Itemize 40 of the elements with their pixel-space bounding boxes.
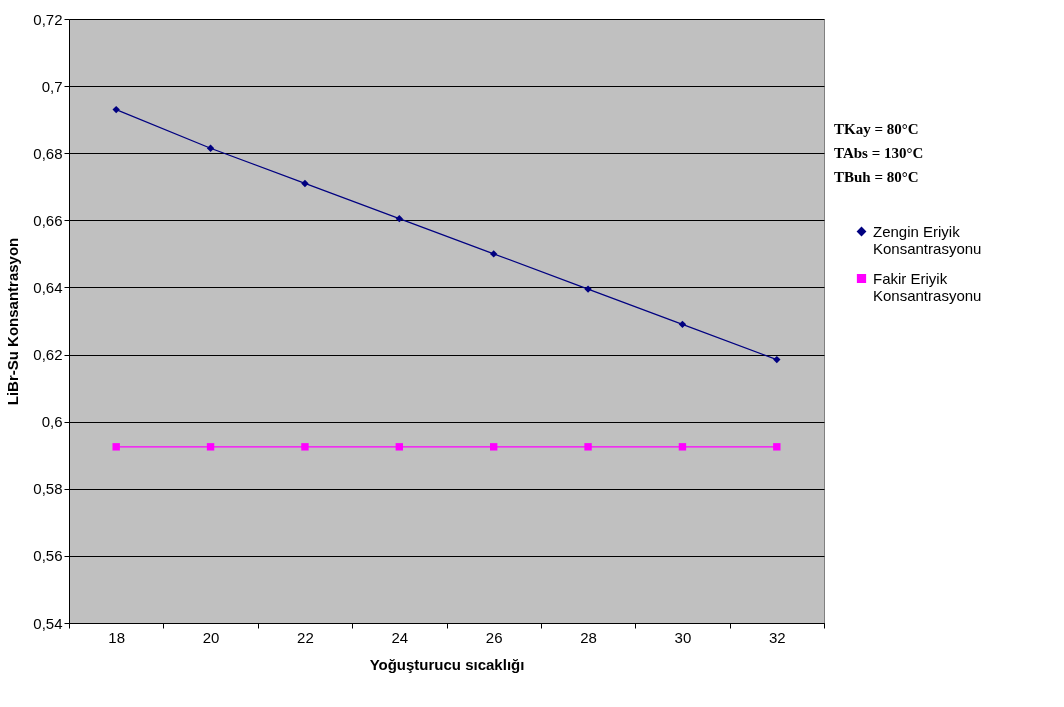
point (206, 144, 215, 152)
y-tick-label: 0,72 (33, 10, 63, 28)
x-tick-label: 18 (108, 628, 126, 646)
point (773, 443, 781, 451)
text: TAbs = 130°C (834, 145, 924, 161)
point (395, 443, 404, 451)
x-tick-label: 20 (202, 628, 220, 646)
y-tick-label: 0,64 (33, 278, 63, 296)
point (206, 443, 215, 451)
point (301, 443, 309, 451)
point (489, 443, 498, 451)
point (112, 443, 120, 451)
point (584, 443, 592, 451)
x-axis-title: Yoğuşturucu sıcaklığı (369, 655, 525, 673)
point (678, 320, 687, 329)
y-tick-label: 0,56 (33, 547, 63, 565)
x-tick-label: 32 (768, 628, 786, 646)
point (773, 355, 781, 364)
point (112, 105, 120, 114)
y-axis-title: LiBr-Su Konsantrasyon (4, 237, 22, 406)
text: TBuh = 80°C (834, 169, 919, 185)
point (489, 250, 498, 258)
y-tick-label: 0,62 (33, 346, 63, 364)
y-tick-label: 0,7 (41, 77, 63, 95)
y-tick-label: 0,68 (33, 144, 63, 162)
x-tick-label: 30 (674, 628, 692, 646)
y-tick-label: 0,58 (33, 480, 63, 498)
point (301, 179, 309, 188)
x-tick-label: 22 (297, 628, 314, 646)
legend-label: Zengin Eriyik Konsantrasyonu (873, 222, 982, 257)
text: TKay = 80°C (834, 121, 919, 137)
y-tick-label: 0,66 (33, 211, 63, 229)
x-tick-label: 28 (580, 628, 597, 646)
point (395, 214, 404, 223)
y-tick-label: 0,54 (33, 614, 63, 632)
point (678, 443, 687, 451)
x-tick-label: 24 (391, 628, 409, 646)
x-tick-label: 26 (485, 628, 503, 646)
y-tick-label: 0,6 (41, 413, 63, 431)
legend-label: Fakir Eriyik Konsantrasyonu (873, 269, 982, 304)
